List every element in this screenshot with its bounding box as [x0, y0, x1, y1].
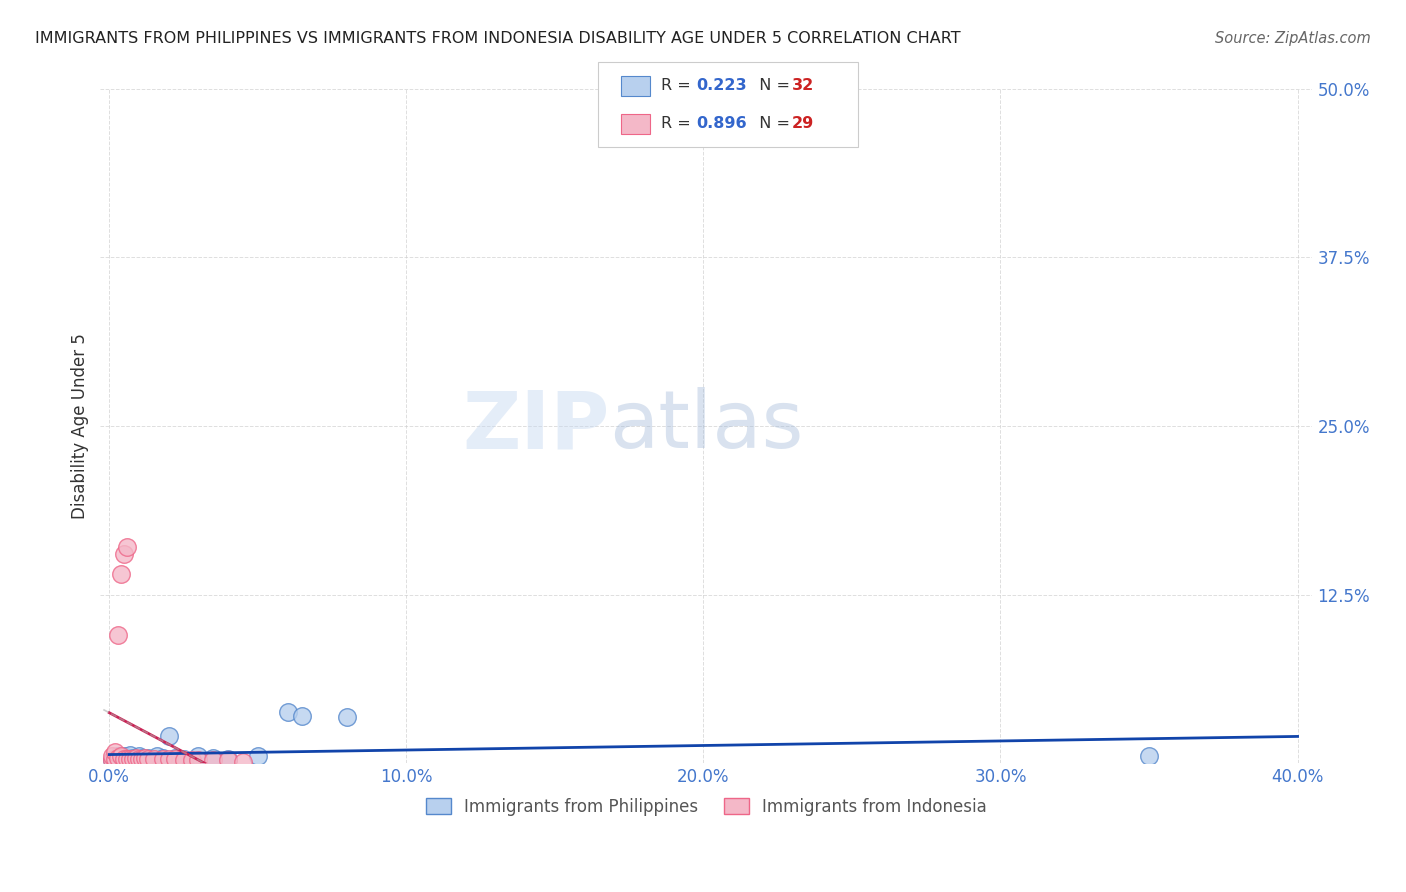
- Point: [128, 749, 150, 764]
- Point: [152, 752, 174, 766]
- Point: [173, 752, 195, 766]
- Point: [276, 705, 298, 719]
- Point: [104, 752, 127, 766]
- Text: R =: R =: [661, 78, 696, 94]
- Point: [217, 752, 239, 766]
- Text: R =: R =: [661, 116, 696, 131]
- Point: [202, 754, 225, 768]
- Point: [232, 755, 254, 769]
- Point: [246, 749, 269, 764]
- Point: [131, 752, 153, 766]
- Point: [157, 729, 180, 743]
- Point: [173, 754, 195, 768]
- Point: [134, 750, 156, 764]
- Point: [163, 750, 186, 764]
- Point: [181, 754, 204, 768]
- Text: 0.896: 0.896: [696, 116, 747, 131]
- Point: [107, 628, 129, 642]
- Point: [112, 752, 135, 766]
- Text: Source: ZipAtlas.com: Source: ZipAtlas.com: [1215, 31, 1371, 46]
- Point: [104, 745, 127, 759]
- Point: [110, 567, 132, 582]
- Point: [187, 749, 209, 764]
- Y-axis label: Disability Age Under 5: Disability Age Under 5: [72, 333, 89, 519]
- Point: [142, 752, 165, 766]
- Point: [110, 750, 132, 764]
- Point: [336, 710, 359, 724]
- Point: [110, 752, 132, 766]
- Point: [120, 752, 142, 766]
- Legend: Immigrants from Philippines, Immigrants from Indonesia: Immigrants from Philippines, Immigrants …: [419, 791, 993, 822]
- Text: IMMIGRANTS FROM PHILIPPINES VS IMMIGRANTS FROM INDONESIA DISABILITY AGE UNDER 5 : IMMIGRANTS FROM PHILIPPINES VS IMMIGRANT…: [35, 31, 960, 46]
- Point: [122, 752, 145, 766]
- Point: [1137, 749, 1160, 764]
- Text: ZIP: ZIP: [463, 387, 609, 465]
- Point: [115, 752, 138, 766]
- Point: [217, 754, 239, 768]
- Point: [136, 752, 159, 766]
- Point: [187, 754, 209, 768]
- Point: [104, 752, 127, 766]
- Point: [107, 749, 129, 764]
- Point: [107, 754, 129, 768]
- Point: [112, 752, 135, 766]
- Point: [146, 749, 169, 764]
- Point: [128, 752, 150, 766]
- Point: [136, 750, 159, 764]
- Text: atlas: atlas: [609, 387, 804, 465]
- Point: [101, 749, 124, 764]
- Point: [131, 750, 153, 764]
- Text: N =: N =: [749, 78, 796, 94]
- Point: [157, 752, 180, 766]
- Point: [291, 709, 314, 723]
- Point: [120, 752, 142, 766]
- Point: [125, 750, 148, 764]
- Point: [152, 750, 174, 764]
- Point: [107, 750, 129, 764]
- Point: [125, 752, 148, 766]
- Point: [110, 749, 132, 764]
- Point: [122, 750, 145, 764]
- Point: [115, 750, 138, 764]
- Point: [101, 754, 124, 768]
- Point: [120, 747, 142, 762]
- Point: [163, 752, 186, 766]
- Point: [104, 750, 127, 764]
- Text: 29: 29: [792, 116, 814, 131]
- Text: 0.223: 0.223: [696, 78, 747, 94]
- Point: [101, 754, 124, 768]
- Text: N =: N =: [749, 116, 796, 131]
- Point: [142, 752, 165, 766]
- Point: [112, 749, 135, 764]
- Point: [115, 541, 138, 555]
- Point: [134, 752, 156, 766]
- Text: 32: 32: [792, 78, 814, 94]
- Point: [112, 547, 135, 561]
- Point: [202, 750, 225, 764]
